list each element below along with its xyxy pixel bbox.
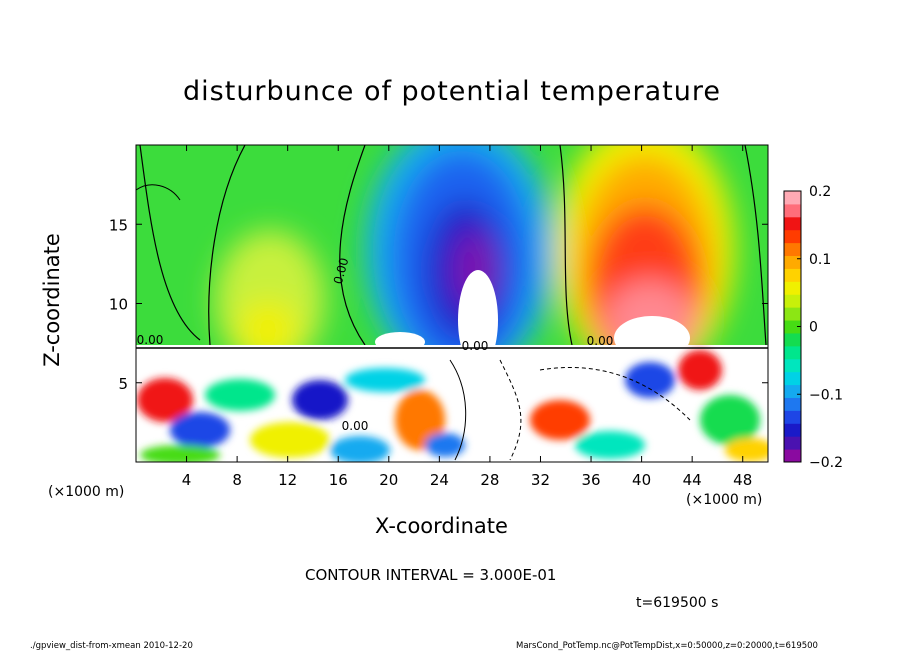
contour-interval-label: CONTOUR INTERVAL = 3.000E-01 xyxy=(305,566,557,584)
heatmap-field xyxy=(136,145,768,462)
colorbar-segment xyxy=(784,242,801,257)
x-tick-label: 24 xyxy=(430,471,449,489)
footer-right: MarsCond_PotTemp.nc@PotTempDist,x=0:5000… xyxy=(516,641,818,651)
colorbar-segment xyxy=(784,371,801,386)
contour-label: 0.00 xyxy=(342,419,369,433)
chart-title: disturbunce of potential temperature xyxy=(183,76,721,107)
y-tick-label: 15 xyxy=(109,216,128,234)
x-tick-label: 40 xyxy=(632,471,651,489)
colorbar-segment xyxy=(784,436,801,450)
x-tick-label: 48 xyxy=(733,471,752,489)
x-tick-label: 32 xyxy=(531,471,550,489)
x-tick-label: 20 xyxy=(379,471,398,489)
colorbar-segment xyxy=(784,358,801,373)
colorbar-segment xyxy=(784,345,801,360)
colorbar-segment xyxy=(784,203,801,218)
x-ticks: 4 8 12 16 20 24 28 32 36 40 44 48 xyxy=(182,145,752,489)
colorbar-segment xyxy=(784,307,801,321)
colorbar-segment xyxy=(784,384,801,398)
colorbar-segment xyxy=(784,423,801,437)
contour-label: 0.00 xyxy=(331,256,351,285)
colorbar-tick-label: 0.1 xyxy=(809,252,831,268)
colorbar-segment xyxy=(784,410,801,424)
x-axis-unit-right: (×1000 m) xyxy=(686,492,763,508)
colorbar-tick-label: −0.2 xyxy=(809,455,843,471)
colorbar-tick-label: −0.1 xyxy=(809,387,843,403)
x-tick-label: 16 xyxy=(329,471,348,489)
contour-label: 0.00 xyxy=(587,334,614,348)
contour-label: 0.00 xyxy=(462,339,489,353)
time-label: t=619500 s xyxy=(636,595,719,611)
colorbar-segment xyxy=(784,449,801,463)
x-tick-label: 44 xyxy=(683,471,702,489)
colorbar-segment xyxy=(784,216,801,231)
x-tick-label: 36 xyxy=(581,471,600,489)
x-axis-unit-left: (×1000 m) xyxy=(48,484,125,500)
y-tick-label: 5 xyxy=(118,375,128,393)
colorbar-segment xyxy=(784,320,801,334)
x-tick-label: 12 xyxy=(278,471,297,489)
colorbar-segment xyxy=(784,332,801,347)
x-axis-label: X-coordinate xyxy=(375,514,508,538)
y-tick-label: 10 xyxy=(109,296,128,314)
x-tick-label: 4 xyxy=(182,471,192,489)
colorbar-segment xyxy=(784,191,801,205)
contour-labels: 0.00 0.00 0.00 0.00 0.00 xyxy=(137,256,614,433)
x-tick-label: 28 xyxy=(480,471,499,489)
colorbar-tick-label: 0.2 xyxy=(809,184,831,200)
colorbar-segment xyxy=(784,268,801,282)
colorbar-segment xyxy=(784,397,801,411)
colorbar-tick-label: 0 xyxy=(809,320,818,336)
y-ticks: 5 10 15 xyxy=(109,216,768,393)
x-tick-label: 8 xyxy=(232,471,242,489)
colorbar-segment xyxy=(784,229,801,244)
colorbar-segment xyxy=(784,281,801,295)
colorbar-segment xyxy=(784,255,801,269)
footer-left: ./gpview_dist-from-xmean 2010-12-20 xyxy=(30,641,193,651)
contour-label: 0.00 xyxy=(137,333,164,347)
colorbar-segment xyxy=(784,294,801,308)
colorbar: 0.2 0.1 0 −0.1 −0.2 xyxy=(783,184,843,471)
